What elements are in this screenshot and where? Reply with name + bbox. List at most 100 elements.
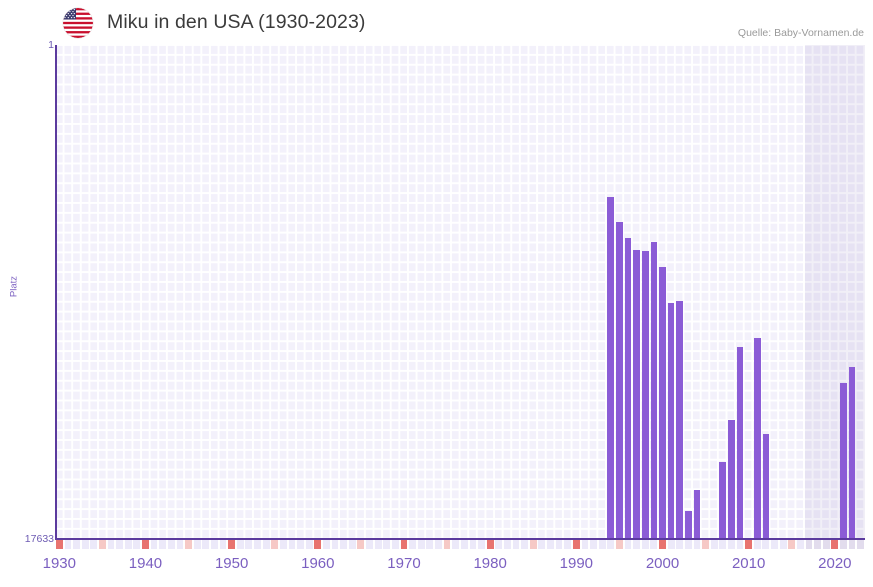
x-tick-1945 [185, 540, 192, 549]
x-tick-1948 [211, 540, 218, 549]
x-tick-1983 [512, 540, 520, 549]
x-tick-1952 [245, 540, 253, 549]
x-tick-2008 [728, 540, 735, 549]
x-tick-1964 [348, 540, 356, 549]
x-tick-1930 [55, 540, 63, 549]
bar-2021[interactable] [840, 382, 847, 539]
x-tick-2018 [814, 540, 821, 549]
source-label: Quelle: Baby-Vornamen.de [737, 27, 864, 39]
x-tick-label-1930: 1930 [42, 555, 76, 572]
x-tick-1958 [297, 540, 304, 549]
bar-1995[interactable] [616, 222, 623, 539]
y-axis-title: Platz [8, 275, 20, 298]
x-tick-2010 [745, 540, 753, 549]
x-tick-1950 [228, 540, 236, 549]
x-tick-1998 [641, 540, 649, 549]
x-tick-2002 [676, 540, 684, 549]
x-tick-1953 [254, 540, 261, 549]
y-tick-label-top: 1 [48, 39, 54, 51]
x-tick-label-1990: 1990 [559, 555, 594, 572]
x-tick-2023 [857, 540, 865, 549]
x-tick-1973 [426, 540, 434, 549]
x-tick-1963 [340, 540, 348, 549]
bar-2007[interactable] [719, 461, 727, 539]
x-tick-1969 [391, 540, 399, 549]
x-tick-1946 [193, 540, 201, 549]
bar-2001[interactable] [667, 303, 675, 539]
bar-2011[interactable] [753, 337, 761, 539]
x-tick-1968 [383, 540, 391, 549]
x-tick-1949 [219, 540, 227, 549]
chart-header: Miku in den USA (1930-2023) Quelle: Baby… [0, 0, 873, 44]
x-tick-1978 [469, 540, 477, 549]
x-tick-1982 [503, 540, 511, 549]
x-tick-2013 [771, 540, 778, 549]
x-tick-1947 [202, 540, 210, 549]
x-tick-label-2010: 2010 [731, 555, 766, 572]
x-tick-1988 [555, 540, 563, 549]
page-title: Miku in den USA (1930-2023) [107, 11, 366, 33]
x-tick-1975 [443, 540, 451, 549]
us-flag-icon [63, 8, 93, 38]
x-tick-1984 [521, 540, 529, 549]
x-tick-2014 [779, 540, 787, 549]
bar-2008[interactable] [728, 420, 735, 539]
bar-1998[interactable] [641, 251, 649, 539]
x-tick-1987 [547, 540, 554, 549]
x-tick-2021 [840, 540, 847, 549]
bar-1996[interactable] [624, 238, 632, 539]
x-tick-label-1940: 1940 [128, 555, 163, 572]
x-tick-1934 [90, 540, 98, 549]
x-tick-2011 [753, 540, 761, 549]
x-tick-label-2000: 2000 [645, 555, 680, 572]
x-tick-1995 [616, 540, 623, 549]
x-tick-1939 [133, 540, 141, 549]
x-tick-1977 [460, 540, 468, 549]
bar-2022[interactable] [848, 367, 856, 539]
x-tick-label-1970: 1970 [387, 555, 421, 572]
x-tick-1932 [73, 540, 80, 549]
bar-series [55, 45, 865, 539]
x-tick-1999 [650, 540, 658, 549]
x-tick-1989 [564, 540, 572, 549]
bar-2012[interactable] [762, 433, 770, 539]
x-tick-1970 [400, 540, 408, 549]
bar-1994[interactable] [607, 197, 615, 539]
x-tick-1997 [633, 540, 641, 549]
x-tick-2000 [659, 540, 666, 549]
x-tick-2006 [710, 540, 718, 549]
x-tick-1933 [81, 540, 89, 549]
x-tick-1960 [314, 540, 322, 549]
x-tick-1986 [538, 540, 546, 549]
x-tick-1938 [124, 540, 132, 549]
x-tick-2019 [822, 540, 830, 549]
x-tick-1951 [236, 540, 244, 549]
x-tick-1980 [486, 540, 494, 549]
bar-1997[interactable] [633, 250, 640, 539]
y-axis-line [55, 45, 57, 539]
x-tick-1992 [590, 540, 597, 549]
x-tick-1954 [262, 540, 270, 549]
x-axis-tick-strip [55, 540, 865, 549]
x-tick-label-1960: 1960 [301, 555, 335, 572]
bar-2009[interactable] [736, 347, 744, 539]
x-tick-2007 [719, 540, 727, 549]
bar-2004[interactable] [693, 490, 701, 539]
x-tick-2001 [667, 540, 675, 549]
bar-2003[interactable] [684, 511, 692, 539]
x-tick-2015 [788, 540, 796, 549]
x-tick-1955 [271, 540, 279, 549]
x-tick-2012 [762, 540, 770, 549]
x-tick-1940 [142, 540, 149, 549]
x-tick-1962 [331, 540, 339, 549]
x-tick-1974 [435, 540, 442, 549]
x-tick-1941 [150, 540, 158, 549]
x-tick-label-1980: 1980 [473, 555, 507, 572]
bar-1999[interactable] [650, 241, 658, 539]
bar-2002[interactable] [676, 300, 684, 539]
bar-2000[interactable] [659, 266, 666, 539]
plot-area [55, 45, 865, 539]
x-tick-1976 [452, 540, 460, 549]
x-tick-1965 [357, 540, 365, 549]
